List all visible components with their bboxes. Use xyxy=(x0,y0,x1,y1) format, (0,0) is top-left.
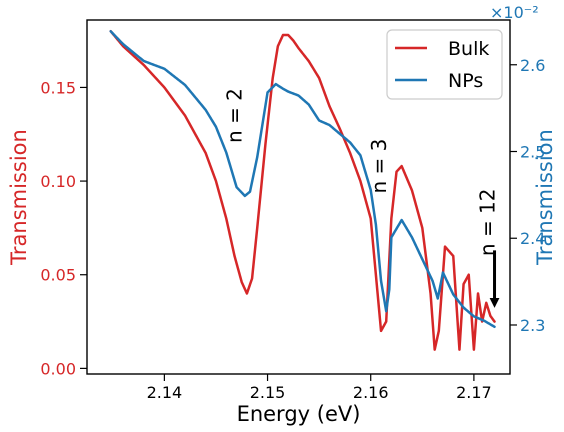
plot-layer: 2.14 2.15 2.16 2.17 0.00 0.05 0.10 0.15 2.3 2.4 2.… xyxy=(40,29,545,402)
annotation-label: n = 12 xyxy=(476,188,500,256)
x-tick-label: 2.17 xyxy=(456,383,492,402)
right-y-tick-label: 2.3 xyxy=(520,316,545,335)
legend-nps-label: NPs xyxy=(448,70,483,92)
left-y-tick-label: 0.15 xyxy=(40,78,76,97)
left-y-tick-label: 0.10 xyxy=(40,172,76,191)
right-axis-multiplier: ×10⁻² xyxy=(490,3,539,22)
right-y-tick-label: 2.4 xyxy=(520,229,545,248)
series-line-nps xyxy=(109,30,496,329)
x-tick-label: 2.15 xyxy=(250,383,286,402)
annotation-label: n = 3 xyxy=(367,139,391,194)
right-y-axis-label: Transmission xyxy=(533,129,557,266)
x-axis-label: Energy (eV) xyxy=(237,402,361,426)
x-tick-label: 2.14 xyxy=(147,383,183,402)
annotation-label: n = 2 xyxy=(223,88,247,143)
left-y-tick-label: 0.05 xyxy=(40,266,76,285)
series-line-bulk xyxy=(109,29,496,351)
legend-bulk-label: Bulk xyxy=(448,38,489,60)
right-y-tick-label: 2.6 xyxy=(520,56,545,75)
left-y-axis-label: Transmission xyxy=(7,129,31,266)
x-tick-label: 2.16 xyxy=(353,383,389,402)
plot-frame xyxy=(86,19,511,375)
legend: Bulk NPs xyxy=(386,29,503,100)
right-y-tick-label: 2.5 xyxy=(520,143,545,162)
left-y-tick-label: 0.00 xyxy=(40,359,76,378)
